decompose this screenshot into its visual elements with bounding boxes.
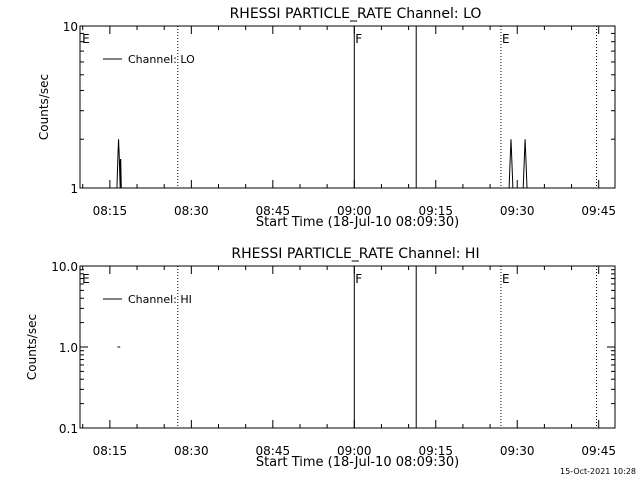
x-tick-label: 08:45 [256, 444, 291, 458]
series-line-0 [508, 139, 514, 189]
x-tick-label: 08:15 [93, 204, 128, 218]
event-marker-label: E [82, 32, 90, 46]
series-line-0 [116, 139, 122, 189]
chart-title: RHESSI PARTICLE_RATE Channel: HI [231, 246, 479, 262]
x-tick-label: 09:45 [581, 444, 616, 458]
x-tick-label: 08:45 [256, 204, 291, 218]
x-tick-label: 08:15 [93, 444, 128, 458]
x-axis-label: Start Time (18-Jul-10 08:09:30) [256, 215, 459, 230]
panel-lo-channel: RHESSI PARTICLE_RATE Channel: LO 1 10 Count… [37, 6, 616, 230]
y-tick-label: 1 [70, 182, 78, 196]
event-marker-label: F [355, 272, 362, 286]
plot-frame [79, 25, 616, 189]
x-tick-label: 09:30 [500, 444, 535, 458]
event-marker-label: E [502, 32, 510, 46]
y-tick-label: 1.0 [59, 341, 78, 355]
series-line-0 [522, 139, 528, 189]
y-axis-label: Counts/sec [25, 314, 39, 380]
x-tick-label: 09:45 [581, 204, 616, 218]
x-tick-label: 09:15 [418, 204, 453, 218]
plot-timestamp: 15-Oct-2021 10:28 [560, 467, 636, 476]
x-tick-label: 08:30 [174, 444, 209, 458]
y-tick-label: 0.1 [59, 422, 78, 436]
x-tick-label: 09:15 [418, 444, 453, 458]
legend-entry: Channel: HI [128, 293, 192, 306]
event-marker-label: E [82, 272, 90, 286]
legend-entry: Channel: LO [128, 53, 195, 66]
y-tick-label: 10.0 [51, 260, 78, 274]
x-axis-label: Start Time (18-Jul-10 08:09:30) [256, 455, 459, 470]
plot-frame [79, 265, 616, 429]
panel-hi-channel: RHESSI PARTICLE_RATE Channel: HI 0.1 1.0 10… [25, 246, 616, 470]
event-marker-label: E [502, 272, 510, 286]
x-tick-label: 09:00 [337, 204, 372, 218]
y-axis-label: Counts/sec [37, 74, 51, 140]
chart-title: RHESSI PARTICLE_RATE Channel: LO [230, 6, 482, 22]
y-tick-label: 10 [63, 20, 78, 34]
event-marker-label: F [355, 32, 362, 46]
x-tick-label: 09:30 [500, 204, 535, 218]
x-tick-label: 09:00 [337, 444, 372, 458]
x-tick-label: 08:30 [174, 204, 209, 218]
